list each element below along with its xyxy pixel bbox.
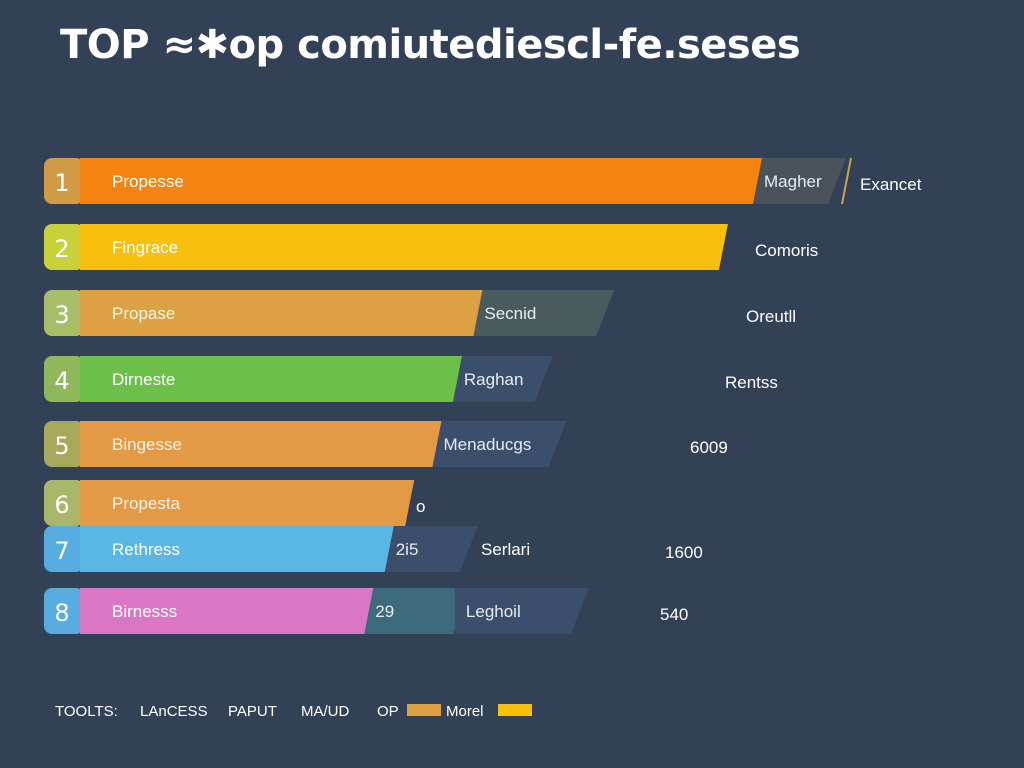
- rank-number: 8: [54, 599, 69, 627]
- bar-label: Birnesss: [112, 602, 177, 621]
- rank-tab: [44, 224, 84, 270]
- bar-label: Propesse: [112, 172, 184, 191]
- rank-number: 4: [54, 367, 69, 395]
- legend-swatch: [498, 704, 532, 716]
- right-label: o: [416, 497, 425, 516]
- rank-tab: [44, 158, 84, 204]
- segment-label: 2i5: [396, 540, 419, 559]
- rank-tab: [44, 526, 84, 572]
- bar-label: Rethress: [112, 540, 180, 559]
- legend-label: MA/UD: [301, 703, 350, 720]
- bar-label: Bingesse: [112, 435, 182, 454]
- rank-number: 1: [54, 169, 69, 197]
- bar-label: Dirneste: [112, 370, 175, 389]
- bar: [80, 290, 483, 336]
- segment-label: 29: [375, 602, 394, 621]
- bar-segment: [432, 421, 567, 467]
- right-label: 6009: [690, 438, 728, 457]
- bar-segment: [753, 158, 847, 204]
- rank-tab: [44, 480, 84, 526]
- rank-number: 3: [54, 301, 69, 329]
- bar: [80, 224, 728, 270]
- chart-title: TOP ≈✱op comiutediescl-fe.seses: [60, 22, 801, 68]
- bar: [80, 421, 442, 467]
- legend-label: LAnCESS: [140, 703, 208, 720]
- rank-tab: [44, 290, 84, 336]
- legend-label: Morel: [446, 703, 484, 720]
- segment-label: Menaducgs: [443, 435, 531, 454]
- right-label: Comoris: [755, 241, 818, 260]
- bar: [80, 588, 374, 634]
- right-label: Oreutll: [746, 307, 796, 326]
- bar-segment: [364, 588, 471, 634]
- legend-label: TOOLTS:: [55, 703, 118, 720]
- legend-swatch: [407, 704, 441, 716]
- extra-label: Serlari: [481, 540, 530, 559]
- legend-label: PAPUT: [228, 703, 277, 720]
- bar: [80, 480, 415, 526]
- row-divider: [841, 157, 852, 205]
- right-label: Rentss: [725, 373, 778, 392]
- bar-segment: [473, 290, 615, 336]
- segment-label: Magher: [764, 172, 822, 191]
- legend-label: OP: [377, 703, 399, 720]
- segment-label: Raghan: [464, 370, 524, 389]
- right-label: 1600: [665, 543, 703, 562]
- bar: [80, 526, 394, 572]
- bar-label: Fingrace: [112, 238, 178, 257]
- bar-segment: [454, 588, 589, 634]
- bar: [80, 356, 462, 402]
- right-label: Exancet: [860, 175, 922, 194]
- bar: [80, 158, 762, 204]
- bar-segment: [384, 526, 478, 572]
- right-label: 540: [660, 605, 688, 624]
- rank-number: 2: [54, 235, 69, 263]
- rank-number: 6: [54, 491, 69, 519]
- segment-label: Leghoil: [466, 602, 521, 621]
- segment-label: Secnid: [484, 304, 536, 323]
- rank-tab: [44, 588, 84, 634]
- rank-number: 7: [54, 537, 69, 565]
- bar-label: Propase: [112, 304, 175, 323]
- rank-tab: [44, 421, 84, 467]
- bar-label: Propesta: [112, 494, 181, 513]
- rank-number: 5: [54, 432, 69, 460]
- rank-tab: [44, 356, 84, 402]
- bar-segment: [452, 356, 553, 402]
